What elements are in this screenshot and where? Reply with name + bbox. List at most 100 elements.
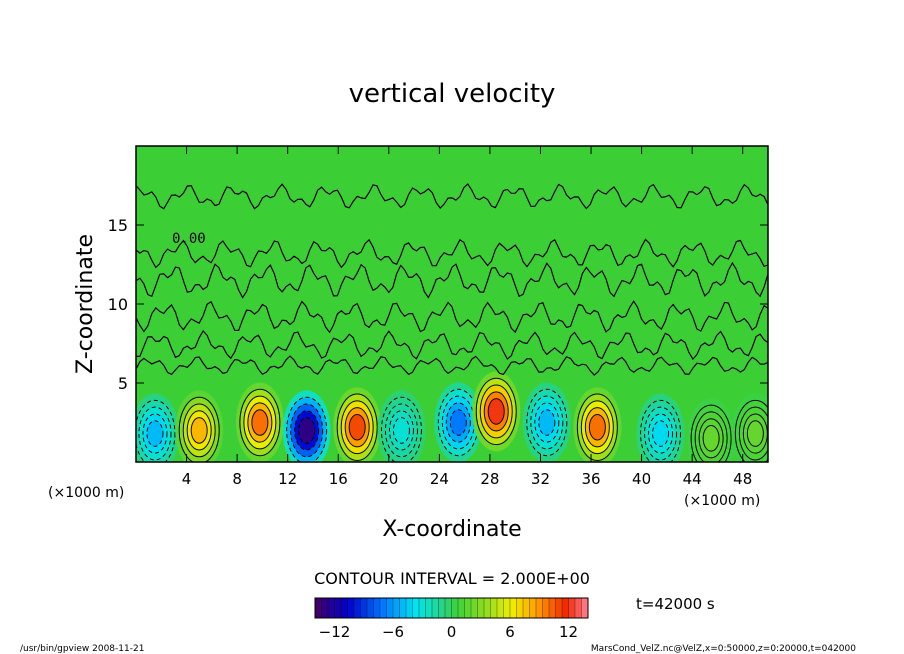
contour-line [136,300,768,334]
colorbar-swatch [548,597,556,619]
cell-contour [487,398,505,425]
colorbar-swatch [574,597,582,619]
colorbar-swatch [516,597,524,619]
colorbar-swatch [366,597,374,619]
colorbar-swatch [327,597,335,619]
x-tick-label: 24 [430,470,449,488]
contour-line [136,238,768,269]
y-tick-label: 15 [108,216,128,235]
colorbar-swatch [470,597,478,619]
contour-line [136,183,768,210]
velocity-cell [731,393,768,462]
colorbar-swatch [321,597,329,619]
velocity-cell [472,371,521,452]
x-tick-label: 28 [480,470,499,488]
cell-contour [652,420,670,447]
colorbar-swatch [451,597,459,619]
cell-contour [588,413,606,441]
colorbar-swatch [444,597,452,619]
colorbar-swatch [568,597,576,619]
cell-contour [298,417,316,444]
colorbar-swatch [314,597,322,619]
colorbar-swatch [581,597,589,619]
colorbar-tick-label: 12 [559,623,578,641]
colorbar-swatch [496,597,504,619]
x-tick-label: 36 [581,470,600,488]
velocity-cell [175,390,224,462]
colorbar-frame [314,597,589,619]
colorbar-swatch [399,597,407,619]
velocity-cell [573,387,622,462]
colorbar-swatch [483,597,491,619]
colorbar-swatch [425,597,433,619]
velocity-cell [136,393,179,462]
x-tick-label: 20 [379,470,398,488]
x-tick-label: 8 [232,470,242,488]
colorbar-swatch [503,597,511,619]
contour-line [136,261,768,299]
velocity-cell [434,382,483,462]
colorbar-swatch [457,597,465,619]
plot-area: 0.00 [135,145,769,463]
colorbar-swatch [529,597,537,619]
y-axis-label: Z-coordinate [73,234,98,374]
colorbar-swatch [431,597,439,619]
colorbar-swatch [555,597,563,619]
x-tick-label: 48 [733,470,752,488]
footer-right: MarsCond_VelZ.nc@VelZ,x=0:50000,z=0:2000… [591,644,856,654]
y-tick-label: 10 [108,295,128,314]
velocity-cell [235,382,284,462]
y-axis: 5 10 15 [108,216,768,393]
cell-contour [348,413,366,441]
contour-line [136,355,768,376]
velocity-cell [282,390,331,462]
x-tick-label: 44 [683,470,702,488]
x-axis-label: X-coordinate [382,517,521,542]
colorbar-swatch [373,597,381,619]
colorbar-swatch [542,597,550,619]
colorbar-tick-label: 0 [447,623,457,641]
x-unit-right: (×1000 m) [684,493,760,509]
colorbar-swatch [522,597,530,619]
cell-contour [746,420,764,447]
colorbar-swatch [477,597,485,619]
colorbar-tick-label: 6 [505,623,515,641]
colorbar-swatch [438,597,446,619]
contour-lines [136,183,768,376]
colorbar-swatch [392,597,400,619]
colorbar-swatch [464,597,472,619]
cell-contour [146,420,164,447]
cell-contour [449,409,467,436]
colorbar-swatch [405,597,413,619]
colorbar-swatch [418,597,426,619]
colorbar-swatch [353,597,361,619]
x-tick-label: 32 [531,470,550,488]
contour-line [136,329,768,361]
colorbar-swatch [340,597,348,619]
colorbar-swatch [561,597,569,619]
x-tick-label: 16 [329,470,348,488]
cell-contour [190,417,208,444]
x-tick-label: 12 [278,470,297,488]
x-axis: 4 8 12 16 20 24 28 32 36 40 44 48 [182,146,752,488]
colorbar-swatch [347,597,355,619]
colorbar-swatch [535,597,543,619]
velocity-cell [522,382,571,462]
contour-label: 0.00 [172,231,206,247]
cell-contour [538,409,556,436]
footer-left: /usr/bin/gpview 2008-11-21 [20,644,144,654]
colorbar-swatch [360,597,368,619]
y-tick-label: 5 [118,374,128,393]
colorbar-swatch [412,597,420,619]
cell-contour [392,417,410,444]
colorbar-swatch [490,597,498,619]
x-tick-label: 40 [632,470,651,488]
colorbar: −12 −6 0 6 12 [314,597,589,641]
colorbar-tick-label: −12 [319,623,351,641]
cell-contour [702,425,720,452]
colorbar-swatch [509,597,517,619]
colorbar-swatch [334,597,342,619]
colorbar-tick-label: −6 [382,623,404,641]
velocity-cell [687,398,736,462]
